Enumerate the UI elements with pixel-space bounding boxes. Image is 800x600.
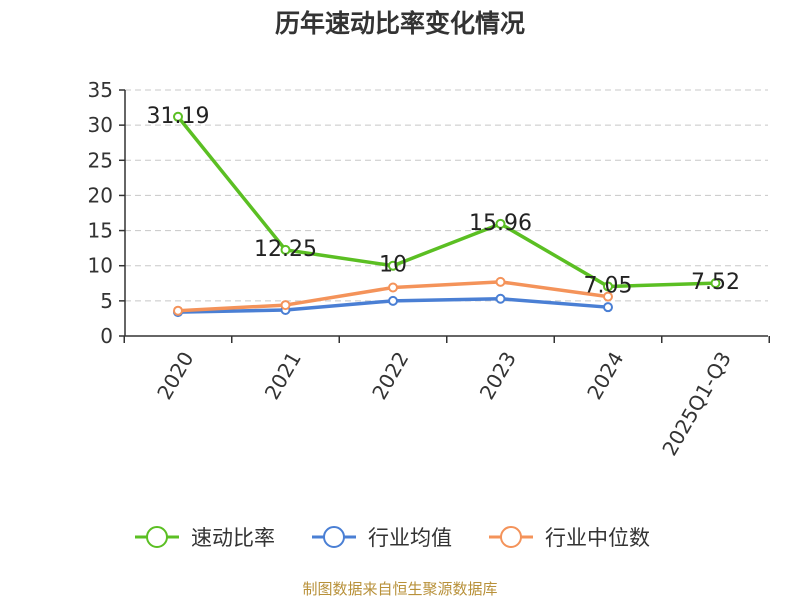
- series-point-2: [173, 305, 183, 316]
- chart-title: 历年速动比率变化情况: [274, 9, 525, 38]
- y-tick-label: 5: [100, 289, 113, 313]
- legend-label: 行业中位数: [545, 526, 650, 550]
- legend-marker: [500, 526, 522, 548]
- series-point-2: [495, 276, 506, 287]
- series-point-0: [710, 278, 721, 289]
- data-label: 10: [379, 253, 407, 278]
- x-tick-label: 2022: [367, 348, 413, 404]
- legend: 速动比率 行业均值 行业中位数: [135, 526, 650, 550]
- y-tick-label: 10: [88, 254, 113, 278]
- series-point-1: [495, 293, 506, 304]
- data-label: 7.52: [691, 270, 740, 295]
- y-tick-label: 20: [88, 183, 113, 207]
- axis-layer: 0 5 10 15 20 25 30 35 2020 2021 2022 2023 2024 2025Q1…: [88, 78, 770, 460]
- series-line-0: [176, 115, 716, 289]
- grid-layer: [125, 89, 768, 302]
- legend-marker: [146, 526, 168, 548]
- x-tick-label: 2021: [260, 348, 306, 404]
- series-point-0: [603, 281, 613, 292]
- x-tick-label: 2025Q1-Q3: [657, 348, 736, 460]
- series-point-0: [495, 218, 506, 229]
- x-tick-label: 2020: [152, 348, 198, 404]
- series-point-1: [388, 295, 398, 306]
- source-note: 制图数据来自恒生聚源数据库: [302, 580, 498, 598]
- y-tick-label: 15: [88, 219, 113, 243]
- data-label: 31.19: [147, 104, 210, 129]
- y-tick-label: 35: [88, 78, 113, 102]
- series-point-2: [388, 282, 398, 293]
- legend-label: 行业均值: [368, 526, 452, 550]
- data-label: 12.25: [254, 237, 317, 262]
- series-point-2: [603, 291, 613, 302]
- data-label: 7.05: [584, 273, 633, 298]
- series-layer: [173, 111, 721, 318]
- y-tick-label: 30: [88, 113, 113, 137]
- legend-marker: [323, 526, 345, 548]
- y-tick-label: 25: [88, 148, 113, 172]
- series-point-1: [603, 302, 613, 313]
- x-tick-label: 2023: [475, 348, 521, 404]
- x-tick-label: 2024: [582, 348, 628, 404]
- legend-label: 速动比率: [191, 526, 275, 550]
- y-tick-label: 0: [100, 324, 113, 348]
- series-point-0: [280, 244, 291, 255]
- series-point-0: [173, 111, 183, 122]
- data-label: 15.96: [469, 211, 532, 236]
- series-point-0: [388, 260, 398, 271]
- series-point-2: [280, 300, 291, 311]
- data-label-layer: 31.19 12.25 10 15.96 7.05 7.52: [147, 104, 740, 299]
